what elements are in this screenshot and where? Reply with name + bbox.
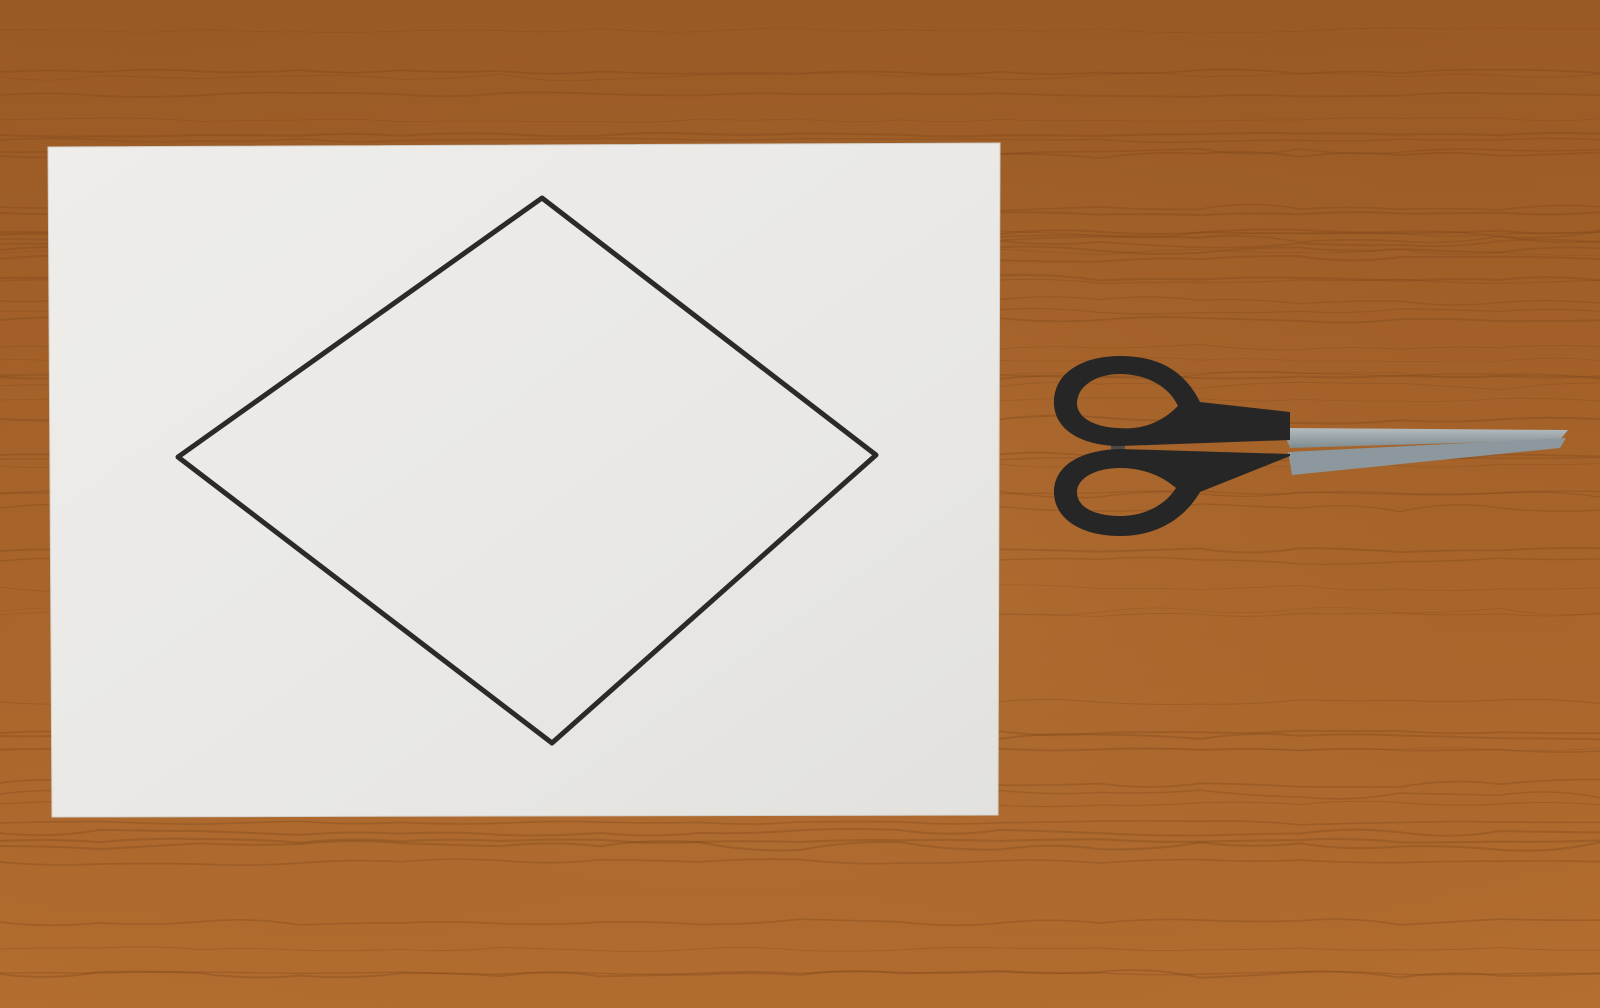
wood-grain-line <box>0 969 1600 979</box>
wood-grain-line <box>0 946 1600 952</box>
wood-grain-line <box>0 117 1600 123</box>
wood-grain-line <box>0 840 1600 852</box>
rhombus-drawing <box>175 195 879 746</box>
scissor-handle-upper <box>1053 356 1290 446</box>
wood-grain-line <box>0 27 1600 33</box>
wood-grain-line <box>0 837 1600 844</box>
wood-grain-line <box>0 827 1600 837</box>
scissor-blade-bottom <box>1288 438 1566 475</box>
scissor-blade-top <box>1282 428 1568 448</box>
wood-grain-line <box>0 970 1600 976</box>
wood-grain-line <box>0 858 1600 866</box>
scissors <box>1053 356 1568 536</box>
scissor-handle-lower <box>1054 449 1290 536</box>
wood-grain-line <box>0 91 1600 98</box>
wood-grain-line <box>0 820 1600 826</box>
wood-grain-line <box>0 918 1600 927</box>
wood-grain-line <box>0 131 1600 138</box>
wood-grain-line <box>0 72 1600 82</box>
wood-grain-line <box>0 137 1600 144</box>
paper-sheet <box>47 142 1001 818</box>
wood-grain-line <box>0 68 1600 76</box>
